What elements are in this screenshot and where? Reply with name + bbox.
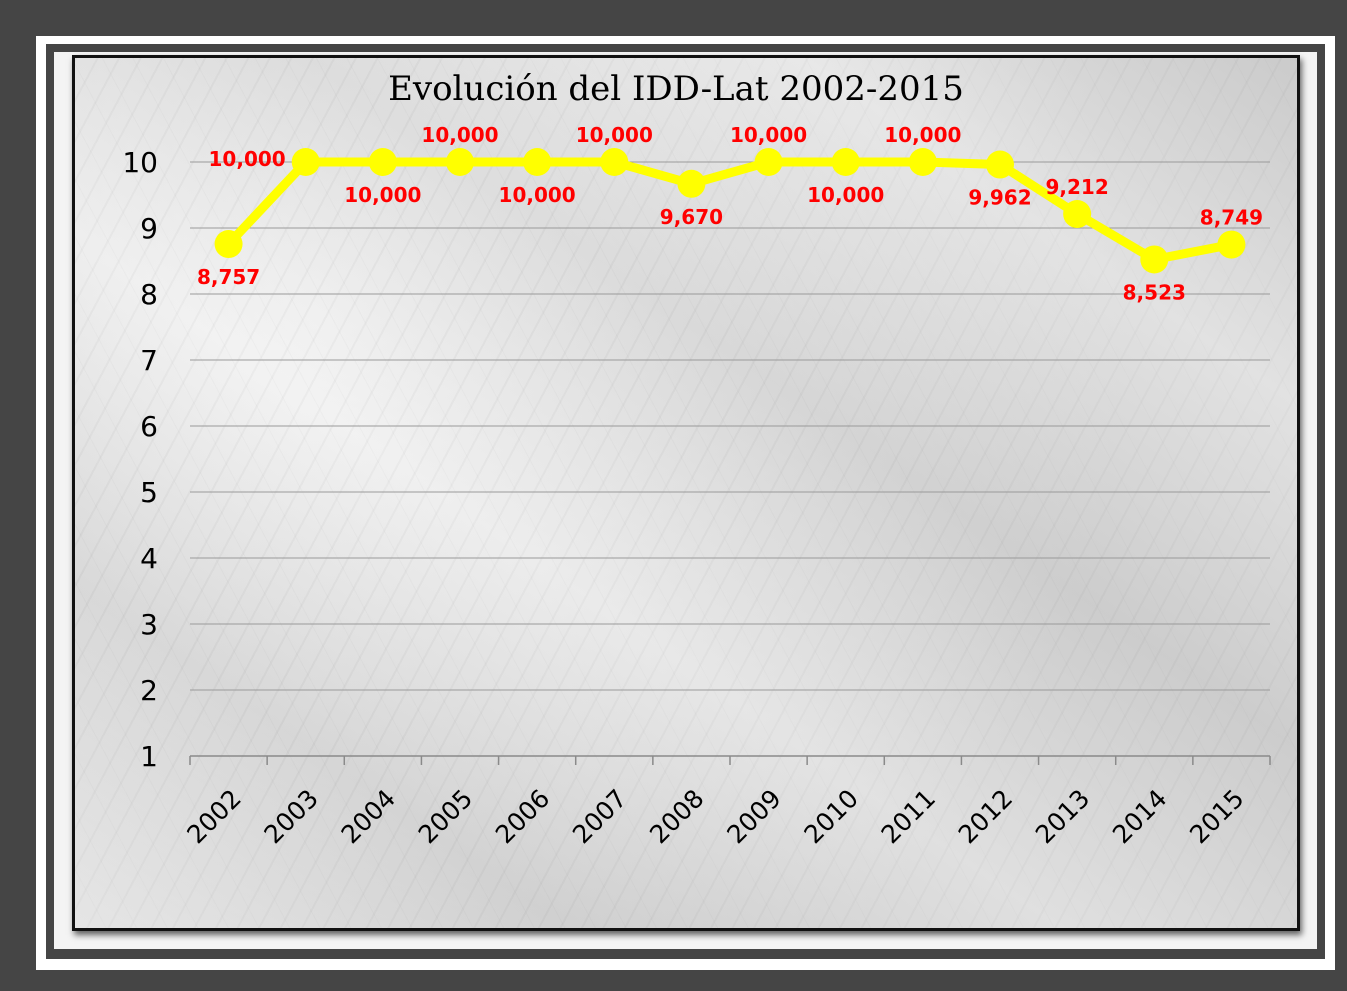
data-point [677,169,706,198]
data-label: 8,749 [1200,206,1263,230]
data-point [1217,230,1246,259]
y-tick-label: 5 [140,476,158,509]
y-tick-label: 7 [140,344,158,377]
y-tick-label: 8 [140,278,158,311]
x-tick-label: 2011 [876,784,941,849]
x-tick-label: 2002 [181,784,246,849]
data-point [754,148,783,176]
data-label: 10,000 [421,123,498,147]
data-label: 10,000 [576,123,653,147]
chart-panel [72,55,1300,931]
y-tick-label: 9 [140,212,158,245]
data-point [214,230,243,259]
data-point [600,148,629,176]
data-label: 8,523 [1123,280,1186,304]
data-label: 10,000 [344,183,421,207]
y-tick-label: 2 [140,674,158,707]
data-label: 9,212 [1046,175,1109,199]
data-labels: 8,757 10,000 10,000 10,000 10,000 10,000 9,670… [197,123,1263,304]
x-tick-label: 2009 [721,784,786,849]
data-label: 9,670 [660,205,723,229]
y-tick-label: 4 [140,542,158,575]
y-tick-label: 1 [140,740,158,773]
y-tick-label: 3 [140,608,158,641]
y-axis: 1 2 3 4 5 6 7 8 9 10 [122,146,158,773]
data-point [986,150,1014,179]
x-tick-label: 2006 [490,784,555,849]
x-axis-labels: 2002 2003 2004 2005 2006 2007 2008 2009 2010 2011… [181,784,1249,849]
data-label: 10,000 [209,147,286,171]
data-label: 9,962 [968,186,1031,210]
data-point [368,148,397,176]
data-label: 8,757 [197,265,260,289]
data-label: 10,000 [884,123,961,147]
x-tick-label: 2015 [1184,784,1249,849]
x-axis [189,755,1271,765]
y-tick-label: 6 [140,410,158,443]
x-tick-label: 2013 [1030,784,1095,849]
data-point [908,148,937,176]
chart-title: Evolución del IDD-Lat 2002-2015 [388,69,964,109]
data-label: 10,000 [499,183,576,207]
x-tick-label: 2010 [798,784,863,849]
x-tick-label: 2012 [953,784,1018,849]
data-point [831,148,860,176]
data-point [1063,200,1092,229]
data-point [1140,245,1169,274]
data-point [291,148,320,176]
x-tick-label: 2003 [258,784,323,849]
gridlines [190,161,1270,691]
x-tick-label: 2005 [413,784,478,849]
y-tick-label: 10 [122,146,158,179]
data-label: 10,000 [730,123,807,147]
x-tick-label: 2007 [567,784,632,849]
x-tick-label: 2008 [644,784,709,849]
data-label: 10,000 [807,183,884,207]
data-point [446,148,474,176]
x-tick-label: 2014 [1107,784,1172,849]
series-markers [214,148,1246,274]
x-tick-label: 2004 [336,784,401,849]
data-point [523,148,552,176]
